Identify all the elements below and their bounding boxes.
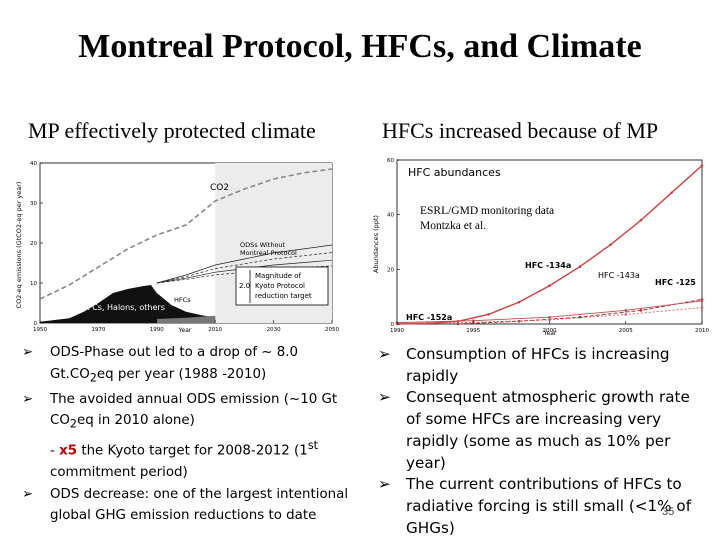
chart1-xlabel: Year bbox=[178, 327, 192, 334]
chart1-ytick-label: 20 bbox=[30, 241, 37, 247]
chart1-ytick-label: 0 bbox=[34, 321, 38, 327]
arrow-bullet-icon: ➢ bbox=[378, 475, 391, 494]
left-sub-bullet: - x5 the Kyoto target for 2008-2012 (1st… bbox=[50, 439, 318, 481]
hfc-data-point bbox=[548, 284, 551, 288]
chart1-xtick-label: 1970 bbox=[91, 327, 105, 333]
label-hfc-134a: HFC -134a bbox=[525, 261, 571, 270]
hfc-data-point bbox=[578, 265, 582, 268]
arrow-bullet-icon: ➢ bbox=[378, 345, 391, 363]
hfc-data-point bbox=[456, 322, 460, 326]
arrow-bullet-icon: ➢ bbox=[378, 388, 391, 407]
chart1-ytick-label: 30 bbox=[30, 201, 37, 207]
chart2-xtick-label: 2010 bbox=[695, 328, 709, 334]
right-bullet-3: ➢ The current contributions of HFCs to ra… bbox=[378, 475, 692, 537]
hfc-data-point bbox=[639, 218, 643, 222]
page-number: 35 bbox=[662, 506, 675, 518]
left-bullet-1: ➢ ODS-Phase out led to a drop of ~ 8.0 Gt… bbox=[22, 342, 362, 389]
hfc-data-point bbox=[487, 313, 490, 316]
label-hfc-125: HFC -125 bbox=[655, 278, 696, 287]
label-hfc-152a: HFC -152a bbox=[406, 313, 452, 322]
hfc-data-point bbox=[700, 164, 704, 167]
chart2-xlabel: Year bbox=[543, 330, 557, 337]
chart2-ytick-label: 60 bbox=[387, 158, 394, 164]
arrow-bullet-icon: ➢ bbox=[22, 391, 34, 407]
hfc-chart: 1990 1995 2000 2005 2010 0 20 40 60 HFC abundanc… bbox=[372, 158, 709, 337]
chart2-source-2: Montzka et al. bbox=[420, 220, 486, 232]
left-bullet-3: ➢ ODS decrease: one of the largest intent… bbox=[22, 484, 362, 527]
hfc-data-point bbox=[517, 300, 521, 304]
hfc-area bbox=[156, 315, 216, 323]
kyoto-label-3: reduction target bbox=[255, 292, 312, 300]
chart2-ytick-label: 40 bbox=[387, 213, 394, 219]
left-bullet-list: ➢ ODS-Phase out led to a drop of ~ 8.0 Gt… bbox=[22, 342, 362, 527]
hfc-data-point bbox=[700, 306, 704, 309]
chart1-xtick-label: 2050 bbox=[325, 327, 339, 333]
kyoto-label-2: Kyoto Protocol bbox=[255, 282, 305, 290]
chart2-plot-area bbox=[396, 159, 703, 325]
hfc-data-point bbox=[548, 315, 551, 319]
co2-line bbox=[39, 168, 333, 300]
chart2-source-1: ESRL/GMD monitoring data bbox=[420, 205, 554, 217]
kyoto-label-1: Magnitude of bbox=[255, 272, 302, 280]
chart1-xtick-label: 2030 bbox=[267, 327, 281, 333]
hfc-data-point bbox=[624, 309, 628, 312]
chart2-ytick-label: 0 bbox=[391, 322, 395, 328]
hfc-data-point bbox=[700, 299, 704, 303]
chart2-ytick-label: 20 bbox=[387, 267, 394, 273]
right-heading: HFCs increased because of MP bbox=[382, 118, 659, 143]
chart1-co2-label: CO2 bbox=[210, 183, 229, 193]
arrow-bullet-icon: ➢ bbox=[22, 486, 34, 502]
cfc-area bbox=[40, 285, 216, 323]
slide-title: Montreal Protocol, HFCs, and Climate bbox=[78, 28, 642, 65]
chart2-xtick-label: 2005 bbox=[619, 328, 633, 334]
hfc-data-point bbox=[639, 309, 643, 312]
chart1-ods-label-2: Montreal Protocol bbox=[240, 249, 297, 257]
chart1-cfcs-label: CFCs, Halons, others bbox=[82, 303, 165, 312]
label-hfc-143a: HFC -143a bbox=[598, 271, 640, 280]
ods-line-1 bbox=[156, 244, 333, 284]
arrow-bullet-icon: ➢ bbox=[22, 345, 34, 360]
left-heading: MP effectively protected climate bbox=[28, 118, 316, 143]
right-bullet-1: ➢ Consumption of HFCs is increasing rapid… bbox=[378, 345, 670, 385]
kyoto-value: 2.0 bbox=[239, 282, 250, 290]
chart1-ods-label-1: ODSs Without bbox=[240, 241, 286, 249]
chart1-ytick-label: 40 bbox=[30, 161, 37, 167]
hfc-data-point bbox=[578, 315, 582, 319]
hfc-data-point bbox=[609, 243, 612, 247]
hfc-data-point bbox=[548, 318, 551, 322]
chart2-xtick-label: 1990 bbox=[390, 328, 404, 334]
hfc-data-point bbox=[670, 191, 673, 195]
chart2-xtick-label: 1995 bbox=[466, 328, 480, 334]
chart1-ytick-label: 10 bbox=[30, 281, 37, 287]
chart2-title: HFC abundances bbox=[408, 166, 501, 179]
kyoto-box bbox=[235, 266, 329, 306]
chart1-xtick-label: 1990 bbox=[150, 327, 164, 333]
chart1-ylabel: CO2-eq emissions (GtCO2-eq per year) bbox=[15, 182, 23, 309]
chart2-ylabel: Abundances (ppt) bbox=[372, 215, 380, 273]
right-bullet-2: ➢ Consequent atmospheric growth rate of s… bbox=[378, 388, 690, 472]
left-bullet-2: ➢ The avoided annual ODS emission (~10 Gt… bbox=[22, 389, 362, 436]
chart1-xtick-label: 2010 bbox=[208, 327, 222, 333]
right-bullet-list: ➢ Consumption of HFCs is increasing rapid… bbox=[378, 344, 703, 539]
chart1-hfcs-label: HFCs bbox=[174, 296, 191, 304]
chart1-xtick-label: 1950 bbox=[33, 327, 47, 333]
hfc-data-point bbox=[624, 313, 628, 316]
chart2-xtick-label: 2000 bbox=[543, 328, 557, 334]
